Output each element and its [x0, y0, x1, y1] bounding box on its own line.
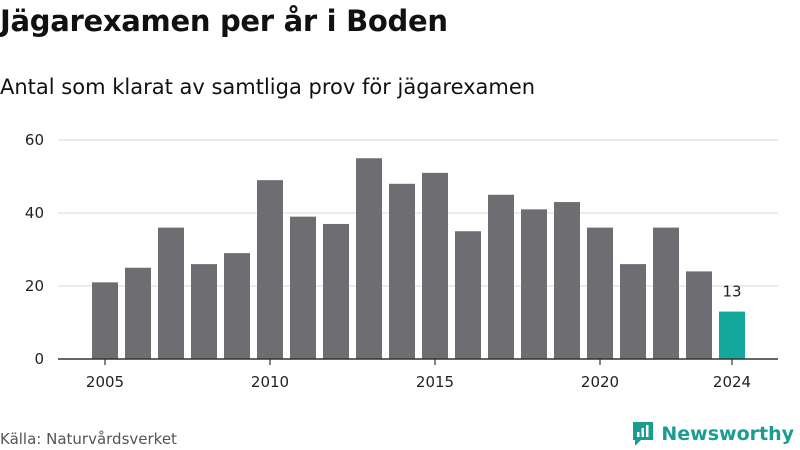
bars [92, 158, 745, 359]
chart-title: Jägarexamen per år i Boden [0, 4, 448, 38]
bar-2006 [125, 267, 151, 359]
x-tick-label: 2005 [86, 373, 124, 391]
bar-2013 [356, 158, 382, 359]
bar-2024 [719, 311, 745, 359]
bar-2021 [620, 264, 646, 359]
y-tick-label: 20 [25, 277, 44, 295]
newsworthy-logo-icon [633, 422, 654, 446]
bar-2017 [488, 194, 514, 359]
x-tick-label: 2024 [713, 373, 751, 391]
y-tick-label: 60 [25, 131, 44, 149]
x-tick-label: 2020 [581, 373, 619, 391]
y-tick-label: 0 [34, 350, 44, 368]
bar-2008 [191, 264, 217, 359]
brand-logo[interactable]: Newsworthy [631, 420, 794, 448]
bar-2023 [686, 271, 712, 359]
brand-name: Newsworthy [661, 423, 794, 445]
bar-2009 [224, 253, 250, 359]
bar-2010 [257, 180, 283, 359]
bar-2015 [422, 172, 448, 359]
bar-2011 [290, 216, 316, 359]
bar-2020 [587, 227, 613, 359]
x-axis: 2005 2010 2015 2020 2024 [58, 358, 778, 391]
bar-2016 [455, 231, 481, 359]
bar-2022 [653, 227, 679, 359]
bar-2018 [521, 209, 547, 359]
bar-2014 [389, 183, 415, 359]
bar-2007 [158, 227, 184, 359]
chart-subtitle: Antal som klarat av samtliga prov för jä… [0, 75, 536, 99]
y-tick-label: 40 [25, 204, 44, 222]
data-labels: 13 [722, 283, 741, 301]
x-tick-label: 2015 [416, 373, 454, 391]
bar-2005 [92, 282, 118, 359]
y-axis-ticks: 0 20 40 60 [25, 131, 44, 368]
source-note: Källa: Naturvårdsverket [0, 430, 177, 448]
x-tick-label: 2010 [251, 373, 289, 391]
bar-2019 [554, 202, 580, 359]
data-label: 13 [722, 283, 741, 301]
bar-2012 [323, 223, 349, 359]
